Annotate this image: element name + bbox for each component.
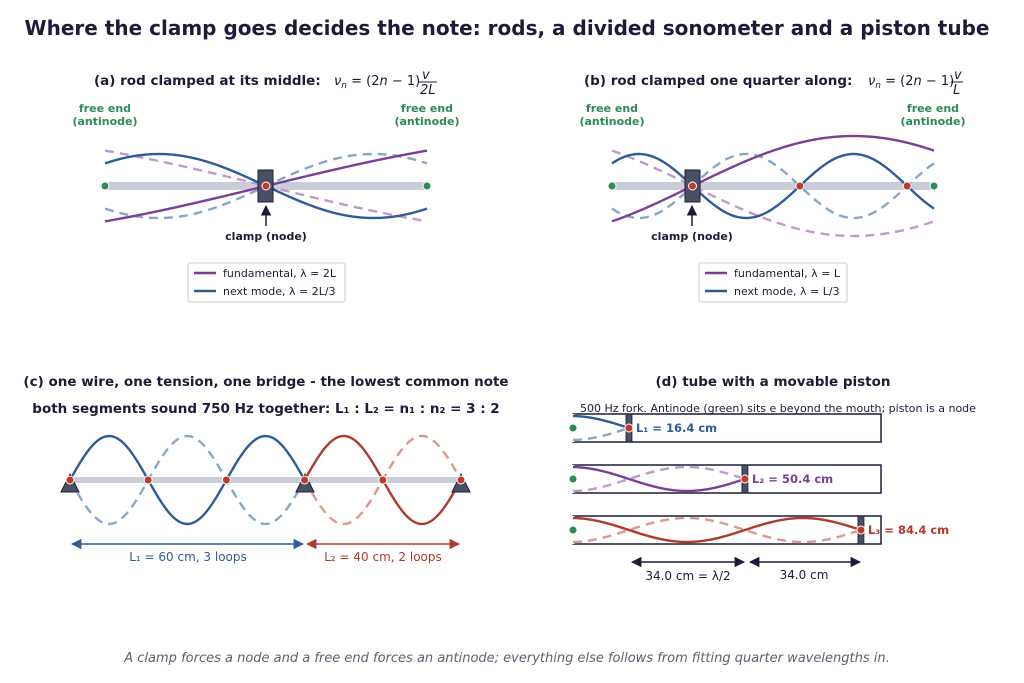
a-left-antinode	[100, 181, 110, 191]
panel-d-dimension-1-label: 34.0 cm = λ/2	[645, 569, 730, 583]
segment1-node	[143, 475, 153, 485]
panel-a-left-end-sub: (antinode)	[72, 115, 137, 128]
figure-footer: A clamp forces a node and a free end for…	[123, 651, 889, 666]
segment1-node	[300, 475, 310, 485]
panel-b-right-end-sub: (antinode)	[900, 115, 965, 128]
tube-1-label: L₁ = 16.4 cm	[636, 421, 717, 435]
panel-a-legend-next: next mode, λ = 2L/3	[223, 285, 336, 298]
panel-d-subtitle: 500 Hz fork. Antinode (green) sits e bey…	[580, 402, 976, 415]
tube-1-piston-node	[624, 423, 634, 433]
tube-2-wave	[572, 465, 746, 493]
panel-c-segment2-label: L₂ = 40 cm, 2 loops	[324, 550, 442, 564]
segment1-node	[221, 475, 231, 485]
panel-b-markers	[607, 181, 939, 191]
panel-b-legend: fundamental, λ = L next mode, λ = L/3	[698, 262, 848, 303]
panel-b-formula-num: v	[954, 68, 962, 83]
tube-3-wave	[572, 516, 862, 544]
a-fundamental-mirror	[104, 149, 428, 223]
panel-a-label: (a) rod clamped at its middle:	[94, 73, 321, 89]
tube-2-label: L₂ = 50.4 cm	[752, 472, 833, 486]
panel-a-formula-den: 2L	[420, 83, 436, 98]
b-node	[688, 181, 697, 191]
panel-b-legend-next: next mode, λ = L/3	[734, 285, 840, 298]
segment1-node	[65, 475, 75, 485]
tube-2	[572, 464, 882, 494]
panel-b-right-end-label: free end	[907, 102, 959, 115]
b-node	[795, 181, 805, 191]
panel-a-legend-fundamental: fundamental, λ = 2L	[223, 267, 337, 280]
panel-a-legend: fundamental, λ = 2L next mode, λ = 2L/3	[187, 262, 346, 303]
panel-a-markers	[100, 181, 432, 191]
tube-3-label: L₃ = 84.4 cm	[868, 523, 949, 537]
segment2-node	[378, 475, 388, 485]
panel-c-nodes	[65, 475, 466, 485]
panel-d-label: (d) tube with a movable piston	[655, 374, 890, 390]
figure-title: Where the clamp goes decides the note: r…	[25, 16, 990, 40]
panel-c-label: (c) one wire, one tension, one bridge - …	[23, 374, 508, 390]
segment2-node	[456, 475, 466, 485]
panel-b-left-end-label: free end	[586, 102, 638, 115]
panel-b-legend-box	[698, 262, 848, 303]
panel-a-right-end-sub: (antinode)	[394, 115, 459, 128]
panel-b-curves	[611, 134, 935, 238]
panel-b-legend-fundamental: fundamental, λ = L	[734, 267, 841, 280]
tube-3-mirror	[572, 516, 862, 544]
panel-b-label: (b) rod clamped one quarter along:	[584, 73, 852, 89]
tube-1	[572, 413, 882, 443]
a-node	[261, 181, 271, 191]
b-left-antinode	[607, 181, 617, 191]
panel-c: (c) one wire, one tension, one bridge - …	[23, 374, 508, 564]
panel-a-left-end-label: free end	[79, 102, 131, 115]
a-right-antinode	[422, 181, 432, 191]
b-node	[902, 181, 912, 191]
panel-a-clamp-label: clamp (node)	[225, 230, 307, 243]
tube-3-piston-node	[856, 525, 866, 535]
tube-1-wave	[572, 414, 630, 430]
panel-a-formula-num: v	[422, 68, 430, 83]
panel-d-dimension-2-label: 34.0 cm	[780, 568, 829, 582]
panel-b-formula-den: L	[953, 83, 960, 98]
tube-1-mouth-antinode	[568, 423, 578, 433]
tube-1-mirror	[572, 426, 630, 442]
panel-b-left-end-sub: (antinode)	[579, 115, 644, 128]
b-fundamental-wave	[611, 134, 935, 223]
panel-d: (d) tube with a movable piston 500 Hz fo…	[568, 374, 976, 583]
b-next-mode-mirror	[611, 152, 935, 220]
b-fundamental-mirror	[611, 149, 935, 238]
panel-a-right-end-label: free end	[401, 102, 453, 115]
panel-a-legend-box	[187, 262, 346, 303]
b-next-mode-wave	[611, 152, 935, 220]
tube-2-piston-node	[740, 474, 750, 484]
panel-b-formula: νn = (2n − 1)	[868, 74, 954, 91]
panel-b-clamp-label: clamp (node)	[651, 230, 733, 243]
panel-c-subtitle: both segments sound 750 Hz together: L₁ …	[32, 401, 499, 417]
tube-3-mouth-antinode	[568, 525, 578, 535]
b-right-antinode	[929, 181, 939, 191]
tube-3	[572, 515, 882, 545]
panel-b: (b) rod clamped one quarter along: νn = …	[579, 68, 966, 303]
segment1-mirror	[68, 434, 306, 526]
tube-2-mouth-antinode	[568, 474, 578, 484]
panel-a: (a) rod clamped at its middle: νn = (2n …	[72, 68, 460, 303]
panel-a-formula: νn = (2n − 1)	[334, 74, 420, 91]
segment1-wave	[68, 434, 306, 526]
panel-c-segment1-label: L₁ = 60 cm, 3 loops	[129, 550, 247, 564]
panel-d-tubes: L₁ = 16.4 cm L₂ = 50.4 cm L₃ = 84.4 cm	[568, 413, 949, 545]
